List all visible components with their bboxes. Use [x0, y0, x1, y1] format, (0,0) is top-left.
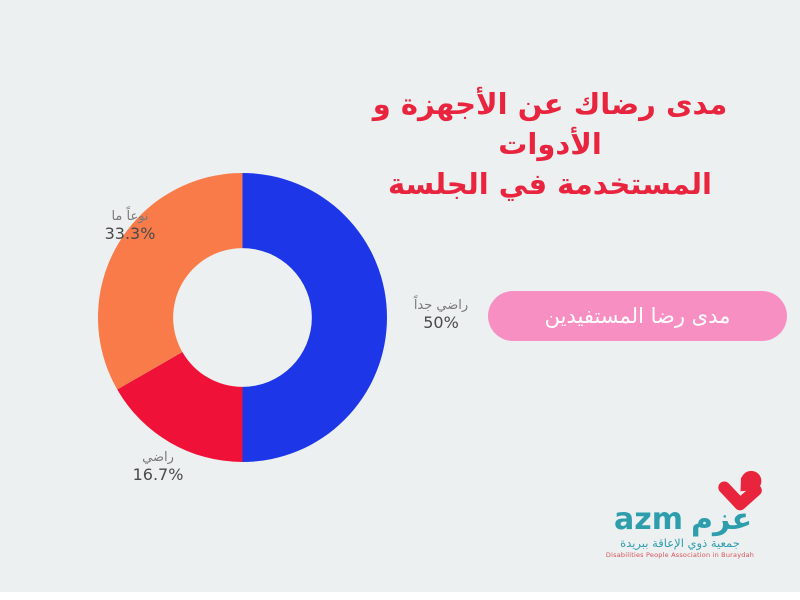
azm-heart-icon [718, 470, 762, 511]
donut-slice [242, 173, 387, 462]
slice-name-somewhat: نوعاً ما [111, 209, 149, 224]
slice-pct-very-satisfied: 50% [423, 313, 459, 332]
azm-wordmark: azm عزم [614, 502, 752, 538]
slice-label-somewhat: نوعاً ما 33.3% [78, 208, 182, 243]
azm-logo: azm عزم جمعية ذوي الإعاقة ببريدة Disabil… [600, 464, 780, 564]
chart-title-line1: مدى رضاك عن الأجهزة و الأدوات [372, 87, 728, 161]
slice-name-satisfied: راضي [142, 450, 174, 465]
beneficiary-satisfaction-badge[interactable]: مدى رضا المستفيدين [488, 291, 787, 341]
bottom-white-strip [0, 592, 800, 600]
azm-wordmark-arabic: عزم [690, 502, 753, 537]
azm-wordmark-latin: azm [614, 502, 683, 537]
chart-title-line2: المستخدمة في الجلسة [388, 167, 712, 201]
donut-slice [98, 173, 243, 390]
donut-chart [98, 173, 387, 462]
azm-subtitle-arabic: جمعية ذوي الإعاقة ببريدة [620, 536, 740, 550]
slice-label-satisfied: راضي 16.7% [106, 449, 210, 484]
slice-pct-satisfied: 16.7% [132, 465, 184, 484]
slice-pct-somewhat: 33.3% [104, 224, 156, 243]
slice-label-very-satisfied: راضي جداً 50% [390, 297, 492, 332]
chart-title: مدى رضاك عن الأجهزة و الأدوات المستخدمة … [340, 84, 760, 204]
slice-name-very-satisfied: راضي جداً [413, 298, 469, 313]
donut-slice [117, 352, 243, 462]
azm-subtitle-english: Disabilities People Association in Buray… [605, 551, 755, 559]
